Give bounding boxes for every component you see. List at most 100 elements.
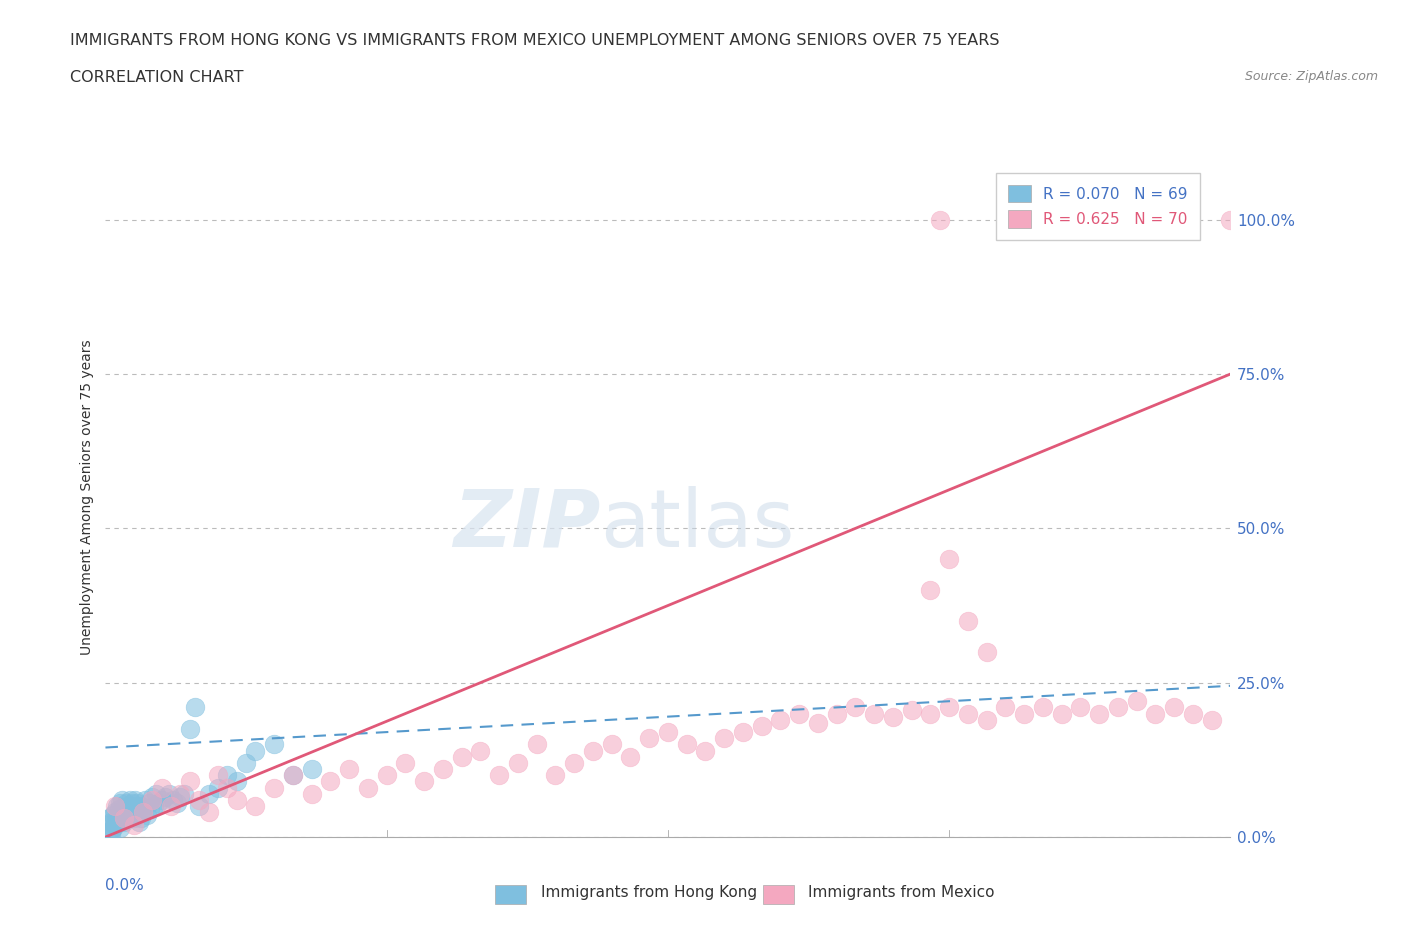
Point (731, 724, 754, 739)
Point (150, 792, 173, 807)
Point (562, 755, 585, 770)
Point (146, 796, 169, 811)
Point (122, 811, 145, 826)
Point (301, 787, 323, 802)
Text: Immigrants from Hong Kong: Immigrants from Hong Kong (541, 885, 758, 900)
Point (900, 703, 922, 718)
Point (132, 804, 155, 819)
Point (526, 737, 548, 751)
Point (104, 799, 127, 814)
Point (1032, 700, 1054, 715)
Point (825, 706, 848, 721)
Point (115, 796, 138, 811)
Point (1012, 706, 1035, 721)
Point (920, 583, 942, 598)
Point (938, 551, 960, 566)
Point (179, 774, 201, 789)
Point (207, 780, 229, 795)
Point (127, 808, 149, 823)
Legend: R = 0.070   N = 69, R = 0.625   N = 70: R = 0.070 N = 69, R = 0.625 N = 70 (995, 173, 1201, 240)
Point (104, 817, 127, 832)
Point (105, 814, 128, 829)
Point (1181, 706, 1204, 721)
Point (115, 808, 138, 823)
Point (1163, 212, 1185, 227)
Point (100, 814, 122, 829)
Point (101, 820, 124, 835)
Point (281, 768, 304, 783)
Point (105, 811, 128, 826)
Point (263, 780, 285, 795)
Point (619, 750, 641, 764)
Point (162, 792, 184, 807)
Point (769, 712, 792, 727)
Point (281, 768, 304, 783)
Point (1069, 700, 1091, 715)
Point (375, 768, 398, 783)
Point (938, 700, 960, 715)
Point (956, 706, 979, 721)
Point (787, 706, 810, 721)
Text: Immigrants from Mexico: Immigrants from Mexico (808, 885, 995, 900)
Point (976, 712, 998, 727)
Point (104, 817, 127, 832)
Point (143, 799, 166, 814)
Point (976, 644, 998, 659)
Point (319, 774, 342, 789)
Point (128, 802, 150, 817)
Point (337, 762, 360, 777)
Point (675, 737, 697, 751)
Point (169, 790, 191, 804)
Point (169, 787, 191, 802)
Point (357, 780, 380, 795)
Point (121, 808, 143, 823)
Point (1144, 706, 1167, 721)
Point (713, 731, 735, 746)
Point (582, 743, 605, 758)
Point (263, 737, 285, 751)
Text: IMMIGRANTS FROM HONG KONG VS IMMIGRANTS FROM MEXICO UNEMPLOYMENT AMONG SENIORS O: IMMIGRANTS FROM HONG KONG VS IMMIGRANTS … (70, 33, 1000, 47)
Text: 0.0%: 0.0% (105, 878, 145, 893)
Text: Source: ZipAtlas.com: Source: ZipAtlas.com (1244, 70, 1378, 83)
Point (450, 750, 472, 764)
Point (506, 755, 529, 770)
Point (994, 700, 1017, 715)
Point (155, 790, 177, 804)
Point (112, 811, 135, 826)
Point (150, 780, 173, 795)
Point (107, 811, 129, 826)
Point (141, 790, 163, 804)
Point (225, 792, 247, 807)
Point (1088, 706, 1111, 721)
Point (118, 804, 141, 819)
Point (695, 743, 717, 758)
Point (105, 799, 128, 814)
Point (1219, 212, 1241, 227)
Point (100, 823, 122, 838)
Text: CORRELATION CHART: CORRELATION CHART (70, 70, 243, 85)
Y-axis label: Unemployment Among Seniors over 75 years: Unemployment Among Seniors over 75 years (80, 339, 94, 656)
Point (1050, 706, 1073, 721)
Point (184, 700, 207, 715)
Point (488, 768, 510, 783)
Point (96, 817, 118, 832)
Point (129, 799, 152, 814)
Point (1012, 212, 1035, 227)
Point (101, 808, 124, 823)
Point (863, 706, 886, 721)
Point (157, 787, 180, 802)
Point (121, 796, 143, 811)
Point (217, 768, 239, 783)
Point (98, 811, 121, 826)
Point (141, 792, 163, 807)
Point (413, 774, 436, 789)
Point (882, 710, 904, 724)
Point (225, 774, 247, 789)
Point (118, 792, 141, 807)
Point (117, 799, 139, 814)
Point (122, 817, 145, 832)
Point (132, 804, 155, 819)
Point (928, 212, 950, 227)
Point (111, 811, 134, 826)
Point (111, 792, 134, 807)
